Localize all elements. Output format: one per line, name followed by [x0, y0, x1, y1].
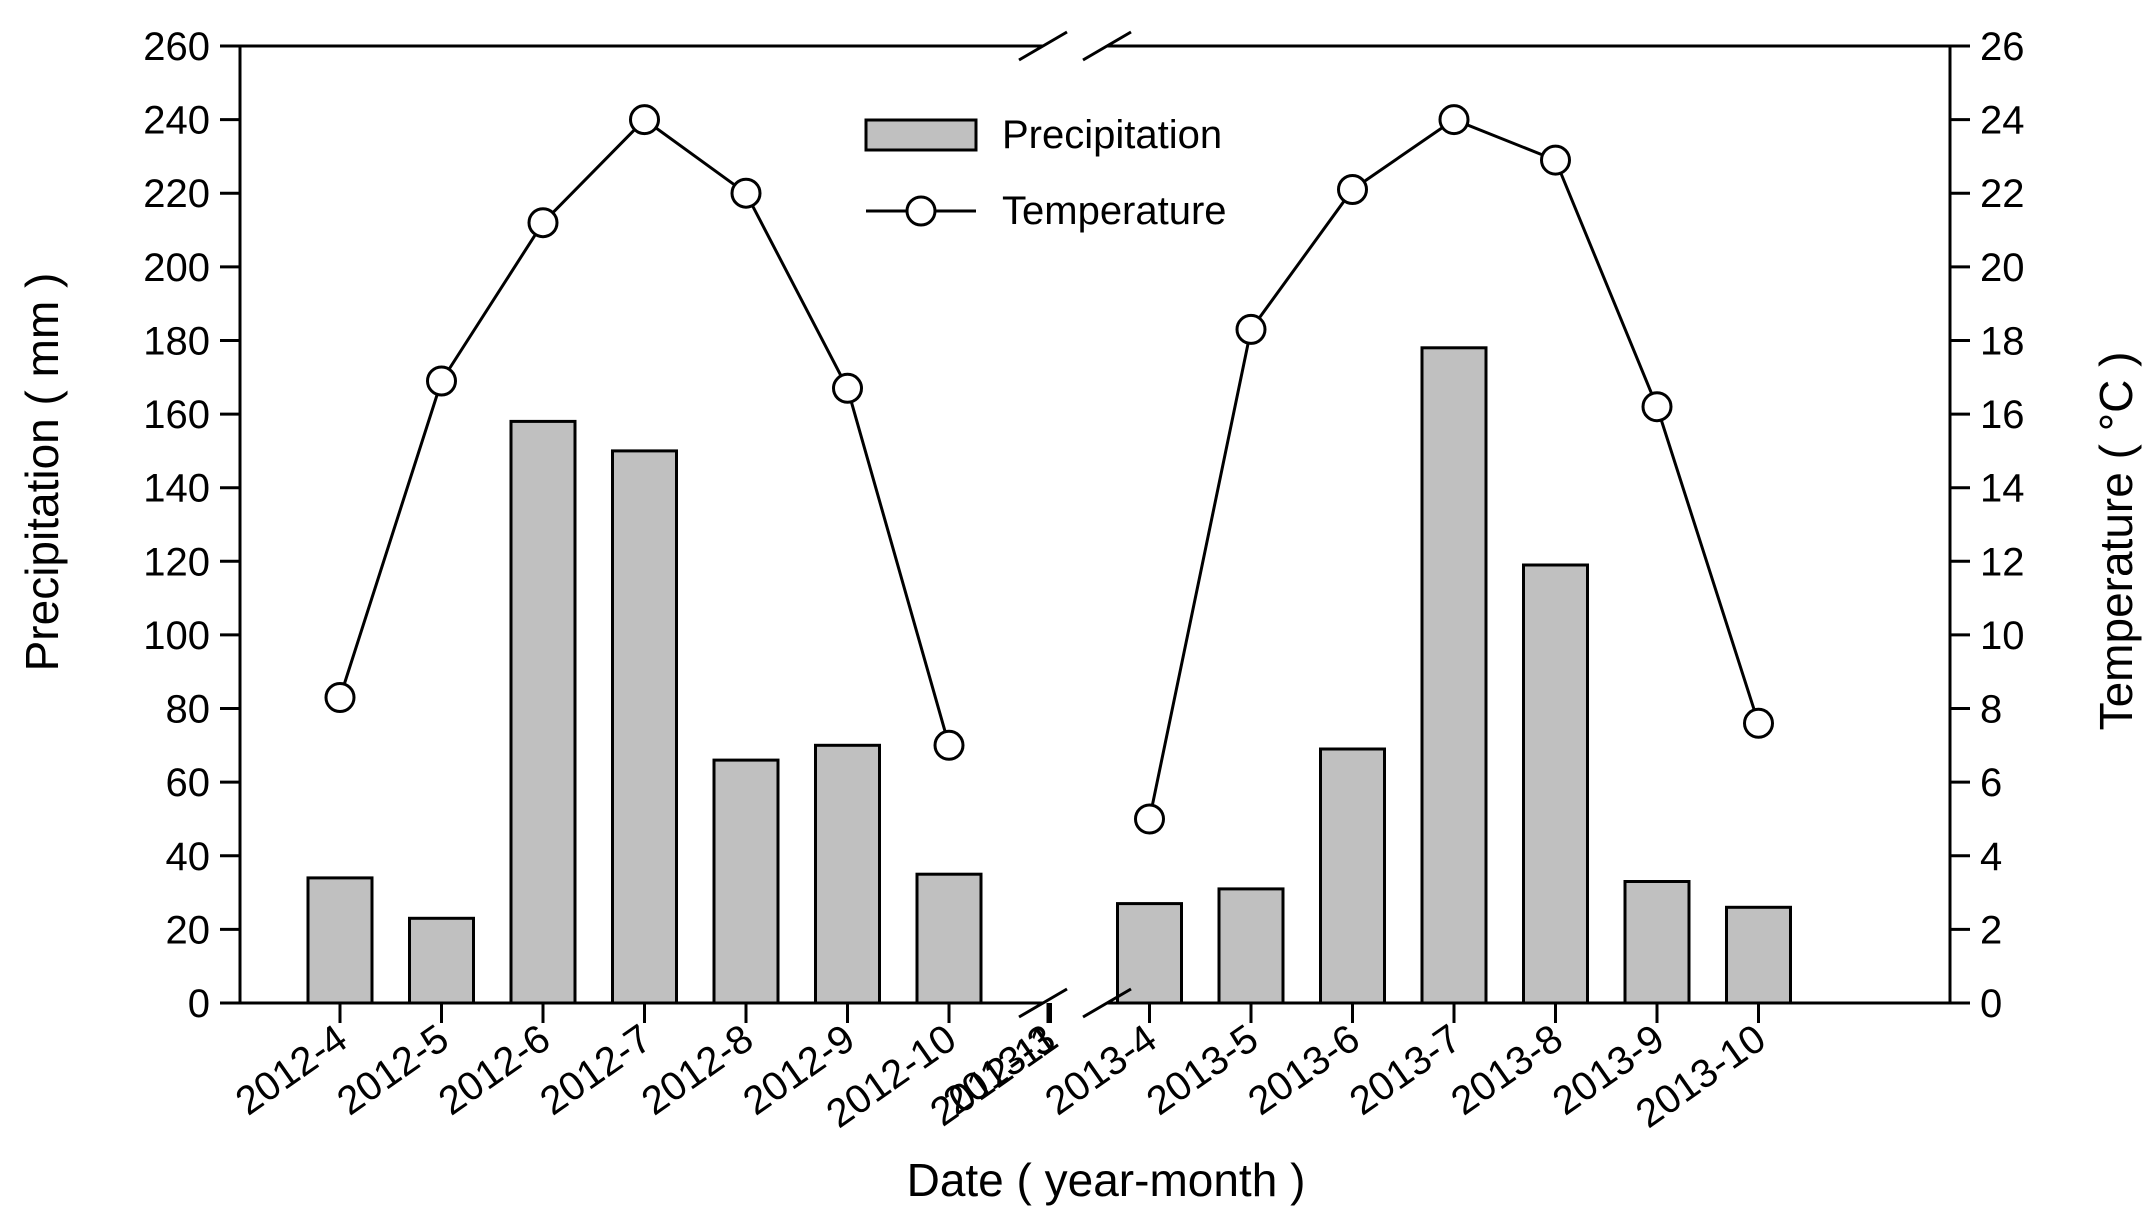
precipitation-bar-2013-8 [1522, 563, 1589, 1005]
temperature-point-2012-8 [730, 177, 762, 209]
y-axis-title: Precipitation ( mm ) [16, 273, 68, 672]
precipitation-bar-2013-10 [1725, 905, 1792, 1005]
temperature-point-2013-10 [1743, 707, 1774, 739]
temperature-point-2013-8 [1540, 144, 1571, 176]
precipitation-bar-2013-7 [1420, 346, 1488, 1005]
x-tick-label-2013-4: 2013-4 [1037, 1016, 1164, 1123]
precipitation-bar-2013-5 [1217, 887, 1285, 1005]
temperature-point-2012-6 [527, 207, 559, 239]
y-tick-label-200: 200 [143, 246, 210, 290]
y-tick-label-60: 60 [166, 761, 211, 805]
y-tick-label-180: 180 [143, 319, 210, 363]
temperature-point-2013-4 [1134, 803, 1165, 835]
precipitation-bar-2012-6 [509, 419, 577, 1005]
y-tick-label-260: 260 [143, 25, 210, 69]
x-tick-label-2013-6: 2013-6 [1240, 1016, 1367, 1123]
y-tick-label-100: 100 [143, 614, 210, 658]
y2-axis-title: Temperature ( °C ) [2090, 352, 2142, 731]
y2-tick-label-0: 0 [1980, 982, 2002, 1026]
y-tick-label-220: 220 [143, 172, 210, 216]
axis-break-mark-top-left [1018, 30, 1068, 62]
y-tick-label-240: 240 [143, 99, 210, 143]
y-tick-label-120: 120 [143, 540, 210, 584]
legend-temperature-marker [905, 195, 937, 227]
temperature-point-2013-5 [1235, 313, 1267, 345]
y2-tick-label-18: 18 [1980, 319, 2025, 363]
y2-tick-label-26: 26 [1980, 25, 2025, 69]
precipitation-bar-2013-4 [1116, 902, 1183, 1005]
y2-tick-label-2: 2 [1980, 908, 2002, 952]
temperature-point-2013-7 [1438, 104, 1470, 136]
legend-precipitation-label: Precipitation [1002, 113, 1222, 157]
temperature-point-2013-9 [1641, 391, 1673, 423]
temperature-line-layer [324, 104, 1774, 835]
axis-titles: Date ( year-month ) Precipitation ( mm )… [16, 273, 2142, 1206]
y-tick-label-80: 80 [166, 688, 211, 732]
legend-temperature-label: Temperature [1002, 189, 1227, 233]
temperature-point-2012-5 [426, 365, 457, 397]
precipitation-bar-2012-4 [306, 876, 374, 1005]
x-tick-label-2012-6: 2012-6 [431, 1016, 558, 1123]
y2-tick-label-22: 22 [1980, 172, 2025, 216]
y2-tick-label-12: 12 [1980, 540, 2025, 584]
y2-tick-label-16: 16 [1980, 393, 2025, 437]
axis-break-marks [1018, 30, 1132, 1019]
y-tick-label-140: 140 [143, 467, 210, 511]
temperature-point-2012-10 [933, 729, 965, 761]
x-tick-label-2012-4: 2012-4 [228, 1016, 355, 1123]
precipitation-bar-2012-7 [611, 449, 678, 1005]
legend-precipitation-swatch [864, 118, 978, 152]
x-tick-label-2013-7: 2013-7 [1342, 1016, 1469, 1123]
axis-break-mark-bottom-left [1018, 987, 1068, 1019]
x-tick-label-2013-8: 2013-8 [1443, 1016, 1570, 1123]
y2-tick-label-6: 6 [1980, 761, 2002, 805]
y-tick-label-40: 40 [166, 835, 211, 879]
x-tick-label-2013-5: 2013-5 [1139, 1016, 1266, 1123]
x-tick-label-2012-8: 2012-8 [634, 1016, 761, 1123]
temperature-point-2012-9 [832, 372, 863, 404]
y2-tick-label-10: 10 [1980, 614, 2025, 658]
plot-frame [238, 44, 1952, 1005]
x-tick-label-2012-7: 2012-7 [532, 1016, 659, 1123]
precipitation-bar-2012-9 [814, 743, 881, 1005]
y-tick-label-0: 0 [188, 982, 210, 1026]
y-tick-label-160: 160 [143, 393, 210, 437]
y-tick-label-20: 20 [166, 908, 211, 952]
precipitation-bar-2012-5 [408, 916, 475, 1005]
precipitation-bar-2013-6 [1319, 747, 1386, 1005]
y2-tick-label-14: 14 [1980, 467, 2025, 511]
precipitation-bar-2013-9 [1623, 880, 1691, 1005]
x-tick-label-2012-5: 2012-5 [329, 1016, 456, 1123]
temperature-point-2012-7 [629, 104, 660, 136]
x-tick-label-2013-3: 2013-3 [936, 1016, 1063, 1123]
y2-tick-label-20: 20 [1980, 246, 2025, 290]
bars-layer [306, 346, 1792, 1005]
y2-tick-label-4: 4 [1980, 835, 2002, 879]
precipitation-bar-2012-8 [712, 758, 780, 1005]
precipitation-bar-2012-10 [915, 872, 983, 1005]
temperature-point-2012-4 [324, 682, 356, 713]
axis-break-mark-top-right [1082, 30, 1132, 62]
legend: Precipitation Temperature [864, 113, 1227, 233]
y2-tick-label-8: 8 [1980, 688, 2002, 732]
axis-break-mark-bottom-right [1082, 987, 1132, 1019]
temperature-point-2013-6 [1337, 174, 1368, 205]
x-axis-title: Date ( year-month ) [907, 1154, 1306, 1206]
y2-tick-label-24: 24 [1980, 99, 2025, 143]
